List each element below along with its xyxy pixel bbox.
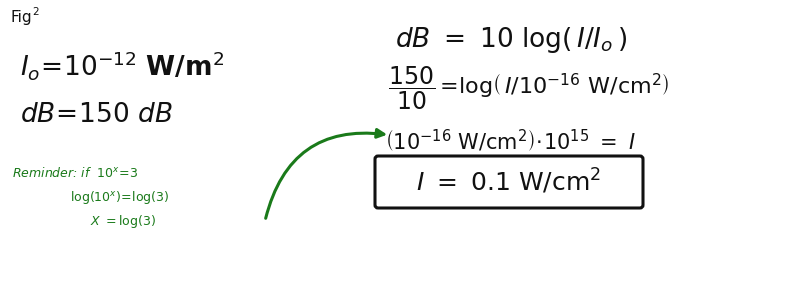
- Text: $X\ =\log(3)$: $X\ =\log(3)$: [90, 212, 156, 229]
- Text: $\mathit{dB}\!=\!150\ \mathit{dB}$: $\mathit{dB}\!=\!150\ \mathit{dB}$: [20, 102, 173, 128]
- Text: $\mathit{I}_o\!=\!10^{-12}\ \mathbf{W/m}^2$: $\mathit{I}_o\!=\!10^{-12}\ \mathbf{W/m}…: [20, 49, 224, 81]
- Text: Fig: Fig: [10, 10, 32, 25]
- Text: 2: 2: [32, 7, 38, 17]
- Text: $\dfrac{150}{10}$: $\dfrac{150}{10}$: [388, 64, 435, 112]
- Text: $\log(10^x)\!=\!\log(3)$: $\log(10^x)\!=\!\log(3)$: [70, 188, 170, 205]
- FancyBboxPatch shape: [375, 156, 643, 208]
- Text: $\mathit{dB}\ =\ 10\ \log\!\left(\,\mathit{I}/\mathit{I}_o\,\right)$: $\mathit{dB}\ =\ 10\ \log\!\left(\,\math…: [395, 25, 627, 55]
- Text: $\left(10^{-16}\ \mathrm{W/cm}^2\right)\!\cdot\!10^{15}\ =\ \mathit{I}$: $\left(10^{-16}\ \mathrm{W/cm}^2\right)\…: [385, 128, 636, 154]
- Text: $\mathit{I}\ =\ 0.1\ \mathrm{W/cm}^2$: $\mathit{I}\ =\ 0.1\ \mathrm{W/cm}^2$: [417, 167, 602, 197]
- Text: Reminder: if  $10^x\!=\!3$: Reminder: if $10^x\!=\!3$: [12, 166, 138, 180]
- Text: $=\!\log\!\left(\,\mathit{I}/10^{-16}\ \mathrm{W/cm}^2\right)$: $=\!\log\!\left(\,\mathit{I}/10^{-16}\ \…: [435, 71, 670, 100]
- FancyArrowPatch shape: [266, 130, 384, 218]
